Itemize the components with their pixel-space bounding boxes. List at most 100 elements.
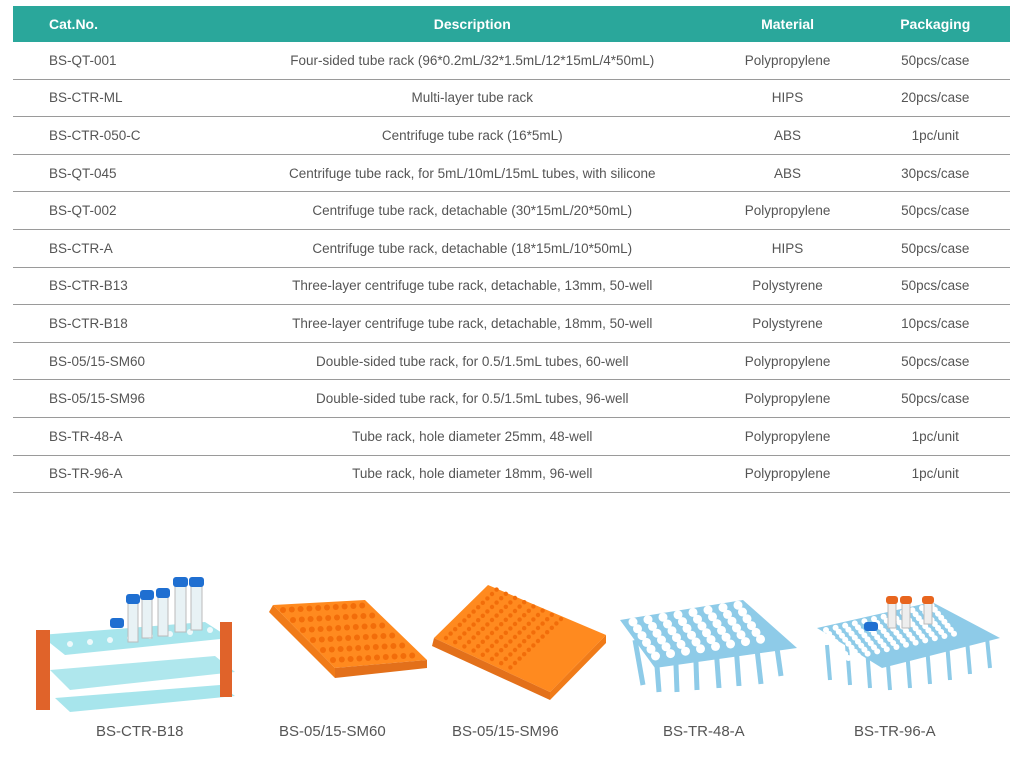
well-hole bbox=[747, 621, 756, 631]
cell-material: Polypropylene bbox=[714, 455, 861, 494]
well-hole bbox=[648, 621, 657, 631]
well-hole bbox=[390, 643, 397, 649]
cell-cat-no: BS-QT-002 bbox=[13, 191, 230, 230]
well-hole bbox=[691, 637, 701, 647]
cell-description: Multi-layer tube rack bbox=[229, 79, 715, 118]
well-hole bbox=[335, 625, 342, 631]
well-hole bbox=[508, 613, 513, 618]
cell-packaging: 20pcs/case bbox=[860, 79, 1010, 118]
cell-material: Polypropylene bbox=[714, 42, 861, 80]
header-description: Description bbox=[229, 6, 715, 42]
well-hole bbox=[545, 630, 550, 635]
well-hole bbox=[912, 611, 919, 618]
well-hole bbox=[637, 631, 647, 641]
well-hole bbox=[344, 624, 350, 631]
well-hole bbox=[858, 628, 865, 635]
well-hole bbox=[522, 613, 527, 618]
cell-material: ABS bbox=[714, 154, 861, 193]
well-hole bbox=[658, 612, 668, 622]
well-hole bbox=[499, 596, 504, 601]
well-hole bbox=[858, 642, 865, 649]
well-hole bbox=[485, 635, 490, 640]
caption-bs-tr-96-a: BS-TR-96-A bbox=[854, 723, 936, 740]
well-hole bbox=[919, 633, 925, 640]
well-hole bbox=[365, 655, 372, 661]
well-hole bbox=[476, 618, 481, 623]
table-row: BS-QT-001 Four-sided tube rack (96*0.2mL/… bbox=[13, 42, 1010, 80]
well-hole bbox=[338, 656, 345, 663]
well-hole bbox=[280, 607, 286, 613]
cell-packaging: 10pcs/case bbox=[860, 304, 1010, 343]
product-image-bs-tr-96-a bbox=[812, 560, 1002, 720]
well-hole bbox=[880, 613, 887, 620]
well-hole bbox=[480, 600, 485, 605]
header-cat-no: Cat.No. bbox=[13, 6, 230, 42]
cell-cat-no: BS-CTR-B13 bbox=[13, 267, 230, 306]
well-hole bbox=[508, 639, 513, 644]
well-hole bbox=[330, 657, 336, 663]
cell-cat-no: BS-05/15-SM60 bbox=[13, 342, 230, 381]
product-image-bs-tr-48-a bbox=[615, 560, 800, 720]
well-hole bbox=[890, 640, 897, 646]
well-hole bbox=[512, 608, 518, 614]
well-hole bbox=[462, 631, 467, 636]
well-hole bbox=[893, 629, 900, 636]
well-hole bbox=[526, 647, 531, 652]
well-hole bbox=[522, 652, 527, 657]
well-hole bbox=[508, 626, 513, 631]
table-row: BS-TR-48-A Tube rack, hole diameter 25mm,… bbox=[13, 417, 1010, 456]
well-hole bbox=[489, 630, 495, 636]
well-hole bbox=[489, 617, 495, 623]
well-hole bbox=[494, 613, 499, 618]
well-hole bbox=[364, 644, 370, 651]
well-hole bbox=[298, 616, 305, 623]
well-hole bbox=[832, 639, 839, 645]
well-hole bbox=[485, 648, 490, 653]
well-hole bbox=[687, 630, 696, 640]
well-hole bbox=[947, 626, 954, 633]
table-row: BS-QT-002 Centrifuge tube rack, detachabl… bbox=[13, 191, 1010, 230]
cell-material: ABS bbox=[714, 116, 861, 155]
well-hole bbox=[535, 612, 541, 618]
well-hole bbox=[733, 600, 743, 610]
well-hole bbox=[826, 631, 833, 637]
cell-packaging: 1pc/unit bbox=[860, 417, 1010, 456]
cell-cat-no: BS-TR-96-A bbox=[13, 455, 230, 494]
well-hole bbox=[512, 647, 518, 653]
well-hole bbox=[922, 637, 929, 644]
well-hole bbox=[915, 629, 922, 636]
well-hole bbox=[400, 653, 407, 659]
well-hole bbox=[499, 635, 504, 640]
well-hole bbox=[517, 604, 522, 609]
well-hole bbox=[681, 646, 690, 656]
well-hole bbox=[466, 613, 472, 619]
well-hole bbox=[512, 595, 518, 601]
well-hole bbox=[657, 635, 666, 645]
well-hole bbox=[485, 609, 490, 614]
well-hole bbox=[503, 630, 508, 635]
well-hole bbox=[503, 604, 508, 609]
well-hole bbox=[297, 606, 304, 612]
well-hole bbox=[652, 628, 662, 638]
well-hole bbox=[877, 624, 884, 630]
well-hole bbox=[290, 617, 296, 623]
cell-description: Four-sided tube rack (96*0.2mL/32*1.5mL/… bbox=[229, 42, 715, 80]
well-hole bbox=[667, 626, 677, 636]
well-hole bbox=[476, 605, 481, 610]
well-hole bbox=[738, 607, 747, 617]
well-hole bbox=[499, 661, 504, 666]
well-hole bbox=[726, 639, 735, 649]
well-hole bbox=[861, 632, 868, 639]
well-hole bbox=[361, 623, 368, 630]
well-hole bbox=[842, 622, 849, 629]
well-hole bbox=[471, 635, 476, 640]
well-hole bbox=[345, 635, 352, 641]
well-hole bbox=[512, 660, 518, 666]
cell-packaging: 50pcs/case bbox=[860, 267, 1010, 306]
well-hole bbox=[476, 644, 481, 649]
well-hole bbox=[517, 617, 522, 622]
well-hole bbox=[944, 622, 951, 629]
well-hole bbox=[712, 619, 722, 629]
well-hole bbox=[325, 615, 332, 621]
well-hole bbox=[300, 627, 306, 633]
